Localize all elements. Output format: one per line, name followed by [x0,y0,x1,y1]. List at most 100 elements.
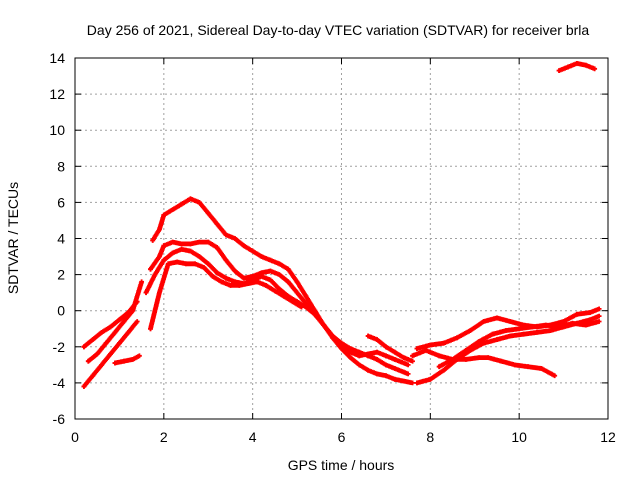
data-point [410,380,415,386]
data-point [125,329,131,335]
data-point [374,357,380,362]
data-point [596,313,602,319]
data-point [90,337,96,342]
data-point [236,283,242,288]
data-point [272,288,278,294]
data-point [139,279,145,285]
data-point [490,331,495,337]
data-point [254,279,260,285]
data-point [117,317,122,323]
data-point [427,376,433,382]
data-point [339,346,344,352]
data-point [214,245,220,250]
data-point [414,346,420,352]
data-point [259,274,264,279]
data-point [156,290,162,296]
y-tick-label: -2 [53,339,66,355]
data-point [521,331,527,337]
series-track-b [81,319,140,389]
data-point [356,353,362,359]
x-tick-label: 6 [338,429,346,445]
y-tick-label: -6 [53,411,66,427]
data-point [507,333,513,339]
data-point [392,376,398,382]
data-point [250,248,256,254]
data-point [547,328,553,333]
series-track-g [143,246,415,386]
data-point [463,348,469,353]
data-point [427,342,433,348]
data-point [241,243,247,249]
data-point [392,357,398,362]
y-tick-label: 8 [57,158,65,174]
data-point [383,373,389,379]
data-point [530,324,535,330]
x-tick-label: 8 [426,429,434,445]
data-point [121,358,127,364]
data-point [268,257,273,263]
series-track-e [150,196,411,377]
data-point [201,264,207,270]
series-track-i [365,333,415,364]
x-tick-labels: 0 2 4 6 8 10 12 [71,429,616,445]
data-point [516,326,522,332]
data-point [245,281,251,287]
data-point [276,286,282,292]
series-track-c [85,279,145,364]
series-track-h [148,259,304,332]
data-point [263,283,269,288]
data-point [583,322,589,328]
data-point [170,207,176,213]
data-point [148,266,153,272]
y-tick-label: 0 [57,303,65,319]
data-point [179,201,184,207]
data-point [574,311,580,317]
data-point [170,250,176,256]
data-point [268,268,273,274]
data-point [525,364,531,370]
data-point [130,308,136,314]
data-point [538,366,544,371]
data-point [285,279,291,285]
data-point [112,360,118,366]
data-point [463,357,469,362]
data-point [436,353,442,359]
data-point [99,329,105,335]
series-track-j [414,313,602,386]
data-point [574,61,580,66]
data-point [268,277,273,283]
data-point [130,357,136,362]
data-point [148,326,153,332]
data-point [192,261,198,267]
data-point [214,221,220,227]
data-point [188,241,193,247]
data-point [223,232,229,238]
y-tick-label: 2 [57,267,65,283]
data-point [232,236,238,241]
data-point [281,293,287,299]
series-track-d [112,353,142,366]
x-axis-label: GPS time / hours [288,457,395,473]
series-marker-trail [410,348,556,378]
data-point [219,279,224,285]
data-point [565,64,571,70]
data-point [108,351,113,357]
data-point [276,272,282,277]
plot-frame [74,57,609,420]
data-point [374,337,380,342]
y-tick-label: 10 [49,122,65,138]
data-point [587,317,593,323]
data-point [494,315,500,321]
data-point [276,261,282,267]
data-point [374,371,380,377]
data-point [152,272,158,277]
data-point [90,373,96,379]
data-point [223,257,229,263]
data-point [499,358,504,364]
data-point [170,239,176,245]
data-point [134,319,140,324]
data-point [556,68,562,74]
data-point [330,335,336,341]
data-point [365,333,371,339]
data-point [365,367,371,373]
